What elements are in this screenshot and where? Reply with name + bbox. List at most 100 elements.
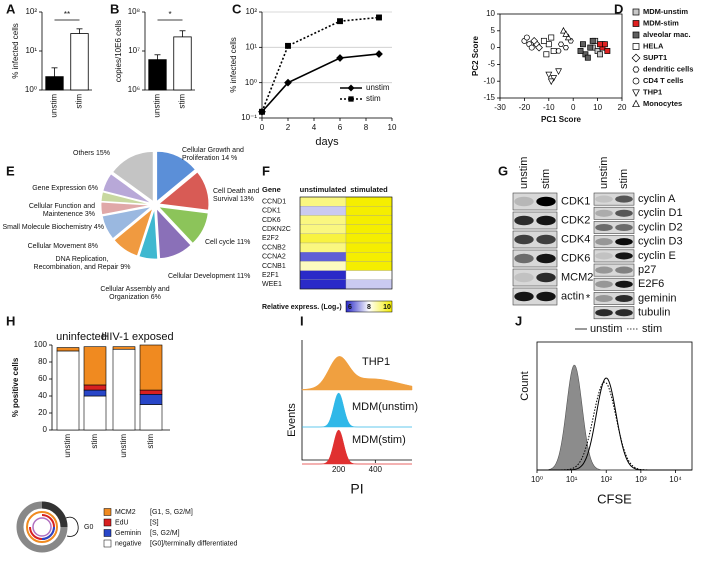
- legend-description: [G1, S, G2/M]: [150, 509, 193, 516]
- y-tick-label: 0: [491, 43, 496, 52]
- protein-label: E2F6: [638, 278, 664, 290]
- blot-band: [514, 215, 534, 226]
- slice-label: Survival 13%: [213, 196, 254, 203]
- marker: [564, 33, 572, 41]
- x-tick-label: 10³: [635, 475, 647, 484]
- protein-label: cyclin E: [638, 250, 676, 262]
- series-line: [261, 16, 380, 113]
- bar-segment: [83, 389, 107, 397]
- x-tick-label: stim: [178, 94, 187, 109]
- heat-cell: [345, 224, 393, 234]
- bar-segment: [112, 346, 136, 350]
- protein-label: cyclin D2: [638, 221, 683, 233]
- marker: [589, 37, 596, 44]
- heat-cell: [299, 252, 347, 262]
- x-tick-label: 10: [388, 123, 397, 132]
- lane-label: stim: [618, 169, 630, 189]
- pie-slice: [100, 201, 152, 216]
- heat-cell: [345, 261, 393, 271]
- gene-label: CCND1: [262, 198, 286, 205]
- heat-cell: [299, 279, 347, 290]
- blot-band: [595, 309, 613, 317]
- legend-swatch: [103, 539, 112, 548]
- x-tick-label: 4: [312, 123, 317, 132]
- pie-slice: [112, 151, 154, 203]
- legend-description: [S]: [150, 519, 159, 526]
- marker: [548, 34, 555, 41]
- pie-slice: [101, 206, 152, 240]
- marker: [604, 48, 611, 54]
- marker: [632, 99, 640, 108]
- y-tick-label: 20: [38, 408, 47, 417]
- y-tick-label: 60: [38, 374, 47, 383]
- x-tick-label: 10: [593, 103, 602, 112]
- y-tick-label: 10⁻¹: [241, 113, 257, 122]
- colorbar: [345, 300, 393, 313]
- y-axis-label: % positive cells: [11, 357, 20, 417]
- heat-cell: [299, 224, 347, 234]
- y-tick-label: 10⁰: [245, 78, 257, 87]
- marker: [632, 31, 640, 39]
- heat-cell: [299, 196, 347, 207]
- legend-swatch: [103, 508, 112, 516]
- marker: [555, 48, 562, 54]
- marker: [601, 41, 608, 48]
- x-tick-label: unstim: [50, 94, 59, 118]
- x-tick-label: stim: [90, 434, 99, 449]
- legend-label: alveolar mac.: [643, 30, 691, 39]
- blot-band: [514, 196, 534, 207]
- x-tick-label: 0: [260, 123, 265, 132]
- blot-band: [514, 272, 534, 283]
- marker: [545, 41, 552, 48]
- colorbar-tick-label: 8: [367, 304, 371, 311]
- blot-band: [536, 215, 556, 226]
- marker: [632, 20, 640, 27]
- bar-segment: [139, 393, 163, 405]
- marker: [547, 78, 555, 86]
- bar: [173, 36, 192, 91]
- heat-cell: [299, 261, 347, 271]
- blot-band: [595, 238, 613, 246]
- heat-cell: [299, 206, 347, 216]
- blot-band: [615, 280, 633, 288]
- protein-label: geminin: [638, 292, 677, 304]
- y-tick-label: -5: [488, 60, 496, 69]
- legend-label: EdU: [115, 519, 129, 526]
- blot-band: [536, 291, 556, 302]
- bar-segment: [83, 395, 107, 431]
- marker: [632, 8, 640, 16]
- y-tick-label: 100: [34, 340, 48, 349]
- legend-label: stim: [642, 323, 662, 335]
- y-tick-label: -10: [483, 76, 495, 85]
- colorbar-tick-label: 10: [383, 304, 391, 311]
- protein-label: CDK1: [561, 195, 590, 207]
- panel-letter: B: [110, 1, 119, 16]
- bar-segment: [139, 389, 163, 395]
- pie-slice: [157, 206, 209, 244]
- marker: [632, 89, 640, 97]
- marker: [285, 42, 291, 49]
- marker: [562, 44, 569, 51]
- legend-label: unstim: [366, 83, 390, 92]
- bar-segment: [56, 350, 80, 431]
- marker: [528, 44, 535, 51]
- marker: [543, 51, 550, 58]
- legend-description: [S, G2/M]: [150, 530, 180, 537]
- cycle-geminin: [41, 526, 55, 540]
- cycle-mcm2: [26, 511, 58, 543]
- gene-label: CCNB1: [262, 263, 286, 270]
- marker: [597, 41, 603, 48]
- blot-band: [615, 266, 633, 274]
- blot-band: [595, 223, 613, 232]
- heat-cell: [299, 242, 347, 253]
- y-tick-label: 0: [43, 425, 48, 434]
- series-label: MDM(stim): [352, 434, 406, 446]
- marker: [632, 77, 640, 85]
- bar-segment: [139, 344, 163, 391]
- gene-label: E2F1: [262, 272, 279, 279]
- y-axis-label: copies/10E6 cells: [114, 20, 123, 82]
- histogram: [537, 381, 692, 471]
- legend-swatch: [103, 518, 112, 527]
- blot-band: [595, 209, 613, 217]
